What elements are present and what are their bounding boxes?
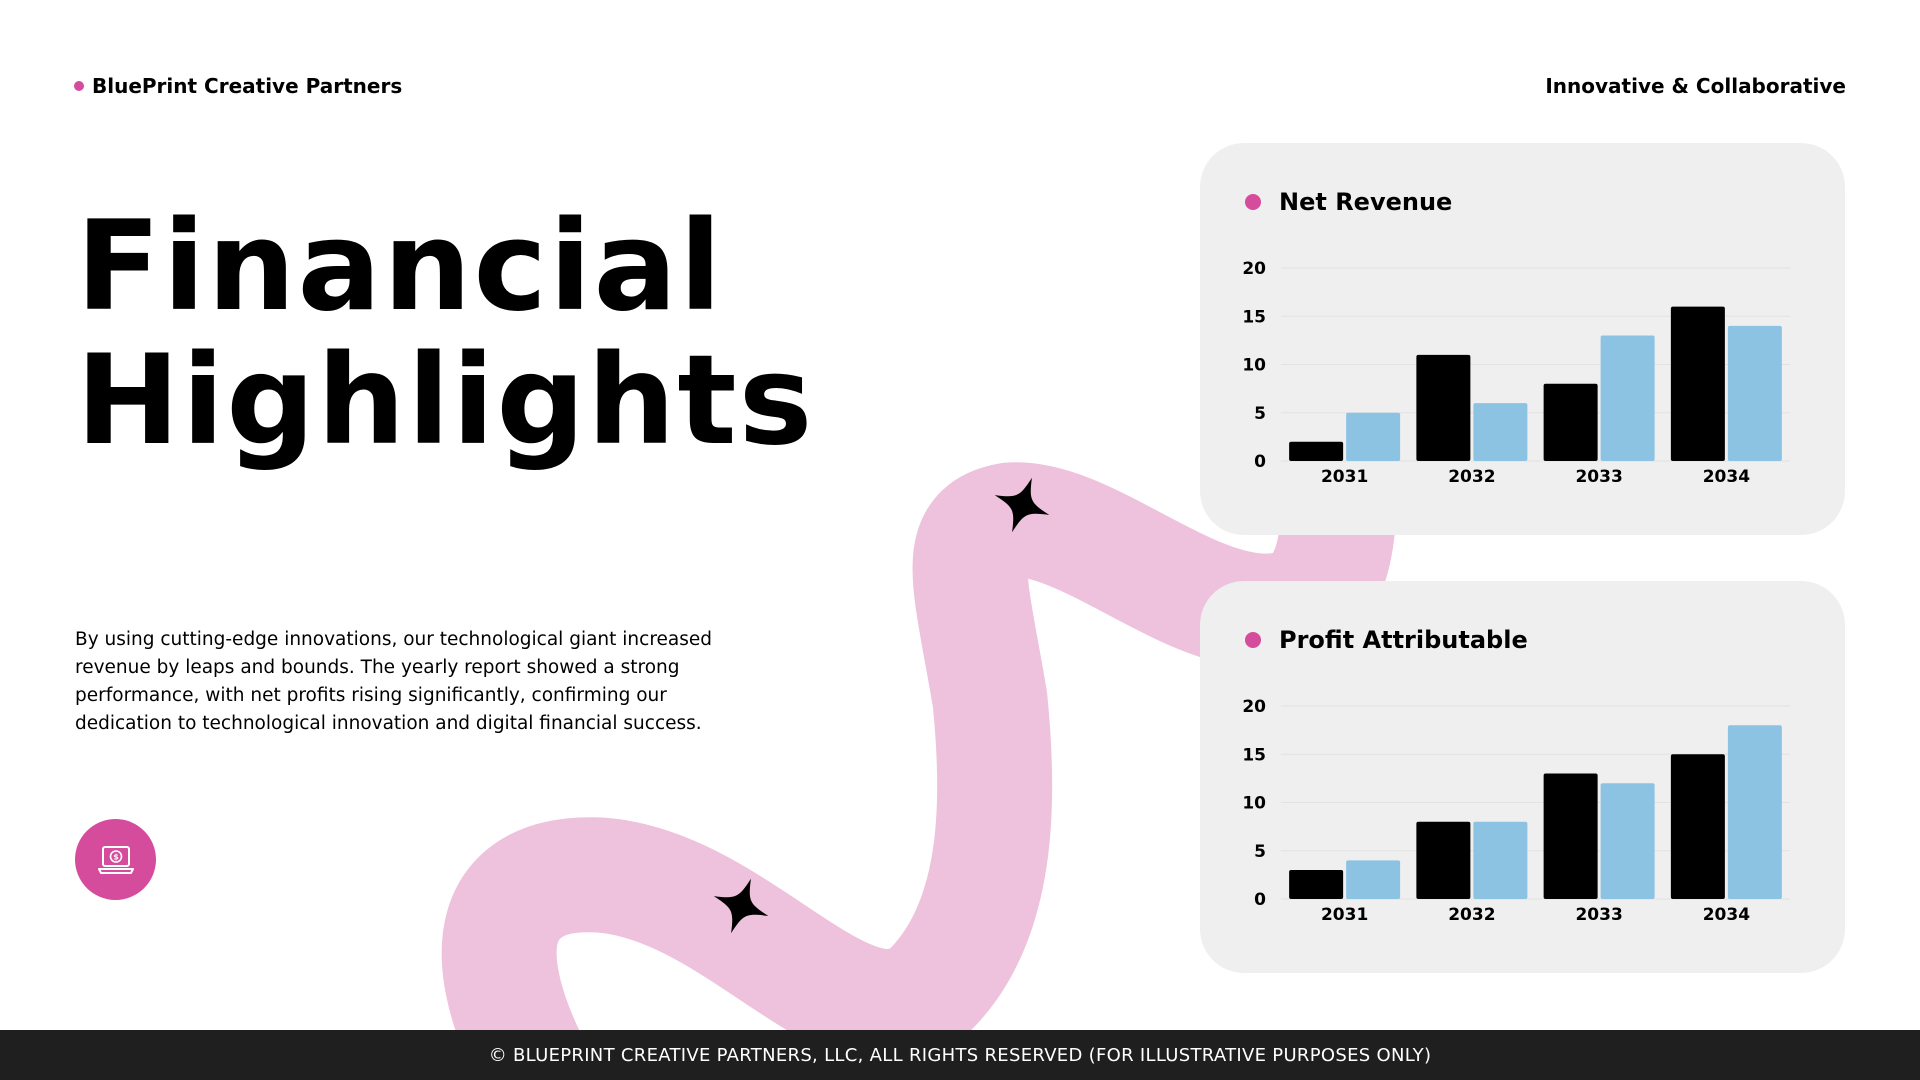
tagline: Innovative & Collaborative (1545, 74, 1846, 98)
net-revenue-card: Net Revenue 0 5 10 15 20 2031 2032 2033 2034 (1200, 143, 1845, 535)
bar (1289, 870, 1344, 899)
bar (1600, 335, 1655, 461)
bar (1670, 306, 1725, 461)
y-tick-label: 10 (1242, 356, 1266, 376)
card-header: Net Revenue (1245, 188, 1452, 216)
x-tick-label: 2034 (1703, 905, 1750, 925)
chart-title: Profit Attributable (1279, 626, 1528, 654)
footer: © BLUEPRINT CREATIVE PARTNERS, LLC, ALL … (0, 1030, 1920, 1080)
x-tick-label: 2033 (1575, 905, 1622, 925)
laptop-dollar-icon: $ (97, 845, 134, 874)
y-tick-label: 5 (1254, 404, 1266, 424)
y-tick-label: 10 (1242, 794, 1266, 814)
y-tick-label: 0 (1254, 452, 1266, 472)
x-tick-label: 2033 (1575, 467, 1622, 487)
brand: BluePrint Creative Partners (74, 74, 402, 98)
feature-icon-badge: $ (75, 819, 156, 900)
profit-attributable-chart: 0 5 10 15 20 2031 2032 2033 2034 (1242, 697, 1790, 925)
description: By using cutting-edge innovations, our t… (75, 629, 712, 734)
title-line-2: Highlights (76, 329, 815, 473)
bar (1473, 821, 1528, 899)
x-tick-label: 2034 (1703, 467, 1750, 487)
title-line-1: Financial (76, 195, 724, 339)
y-tick-label: 20 (1242, 697, 1266, 717)
bar (1416, 821, 1471, 899)
bar (1289, 441, 1344, 461)
x-tick-label: 2031 (1321, 467, 1368, 487)
bar (1543, 383, 1598, 461)
bar (1600, 783, 1655, 899)
y-tick-label: 20 (1242, 259, 1266, 279)
profit-attributable-card: Profit Attributable 0 5 10 15 20 2031 2032 2033… (1200, 581, 1845, 973)
bar (1670, 754, 1725, 899)
bar (1543, 773, 1598, 899)
bar (1727, 725, 1782, 899)
bar (1416, 354, 1471, 461)
dot-icon (1245, 194, 1261, 210)
brand-name: BluePrint Creative Partners (92, 74, 403, 98)
dot-icon (74, 81, 84, 91)
x-tick-label: 2032 (1448, 467, 1495, 487)
dot-icon (1245, 632, 1261, 648)
copyright-text: © BLUEPRINT CREATIVE PARTNERS, LLC, ALL … (488, 1044, 1432, 1066)
sparkle-icon (994, 477, 1050, 533)
card-header: Profit Attributable (1245, 626, 1528, 654)
svg-text:$: $ (113, 852, 119, 861)
sparkle-icon (713, 878, 769, 934)
y-tick-label: 15 (1242, 307, 1266, 327)
bar (1727, 325, 1782, 461)
x-tick-label: 2031 (1321, 905, 1368, 925)
y-tick-label: 5 (1254, 842, 1266, 862)
net-revenue-chart: 0 5 10 15 20 2031 2032 2033 2034 (1242, 259, 1790, 487)
y-tick-label: 0 (1254, 890, 1266, 910)
bar (1473, 403, 1528, 461)
chart-title: Net Revenue (1279, 188, 1453, 216)
y-tick-label: 15 (1242, 745, 1266, 765)
page-title: Financial Highlights (76, 200, 814, 468)
bar (1346, 860, 1401, 899)
x-tick-label: 2032 (1448, 905, 1495, 925)
bar (1346, 412, 1401, 461)
